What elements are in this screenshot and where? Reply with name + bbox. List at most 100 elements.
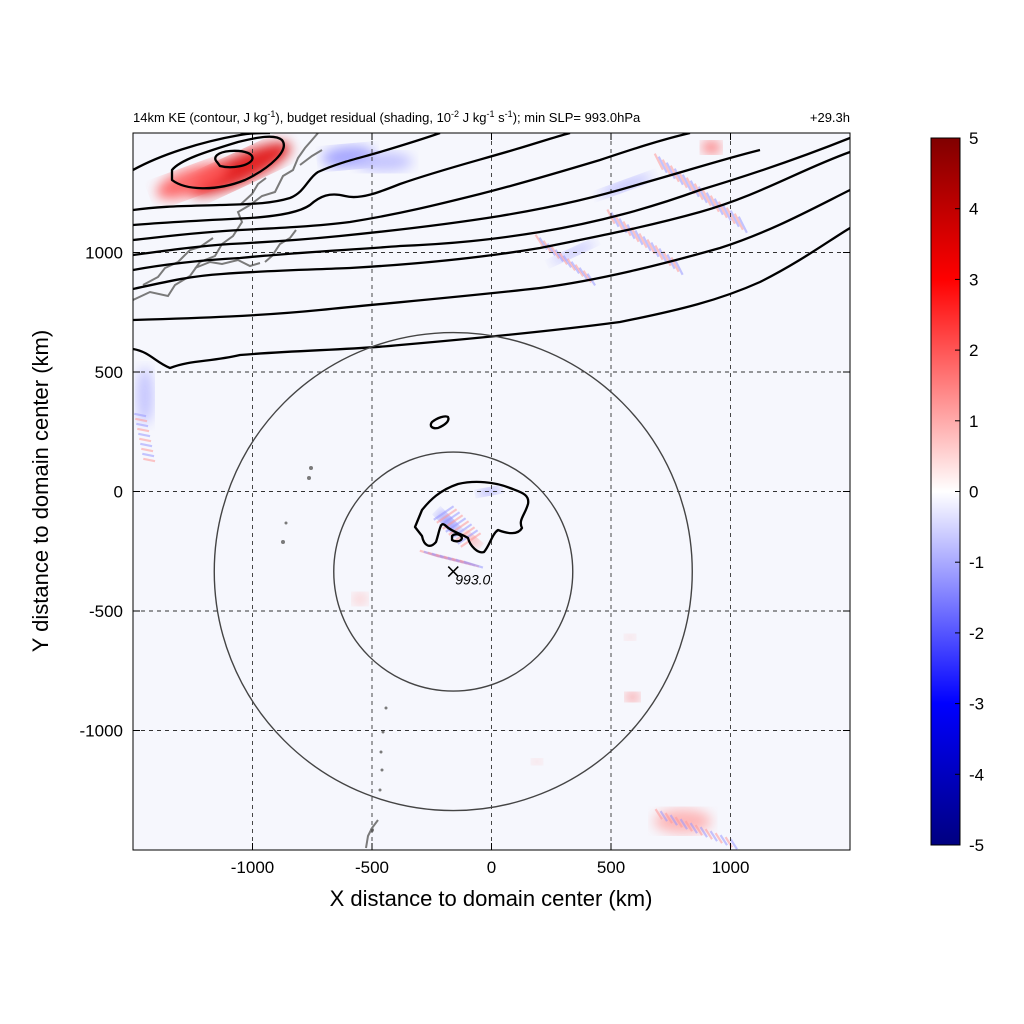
wave-stripe xyxy=(665,162,676,180)
ke-contour xyxy=(429,415,450,430)
island xyxy=(307,476,311,480)
wave-stripes xyxy=(134,153,748,850)
wave-stripe xyxy=(721,204,732,222)
x-axis-ticks: -1000 -500 0 500 1000 xyxy=(231,133,749,877)
wave-stripe xyxy=(650,242,660,258)
y-axis-label: Y distance to domain center (km) xyxy=(28,330,53,652)
wave-stripe xyxy=(634,230,644,246)
ke-contour xyxy=(133,150,850,291)
colorbar-ticks: 5 4 3 2 1 0 -1 -2 -3 -4 -5 xyxy=(955,129,984,855)
ke-contour xyxy=(170,135,285,190)
residual-blob xyxy=(625,692,640,702)
wave-stripe xyxy=(729,210,740,228)
colorbar-tick-label: 0 xyxy=(969,483,978,502)
wave-stripe xyxy=(534,234,545,248)
residual-blob xyxy=(352,593,368,606)
range-ring xyxy=(333,451,574,692)
wave-stripe xyxy=(140,442,153,448)
wave-stripe xyxy=(714,832,723,844)
wave-stripe xyxy=(693,183,704,201)
min-slp-label: 993.0 xyxy=(455,572,490,588)
colorbar-tick-label: -1 xyxy=(969,553,984,572)
wave-stripe xyxy=(674,260,684,276)
coastline-segment xyxy=(194,258,261,269)
plot-time-label: +29.3h xyxy=(810,110,850,125)
wave-stripe xyxy=(642,236,652,252)
island xyxy=(379,750,383,754)
wave-stripe xyxy=(699,826,708,838)
wave-stripe xyxy=(137,427,150,433)
wave-stripe xyxy=(460,532,482,548)
colorbar-tick-label: 4 xyxy=(969,200,978,219)
ke-contour xyxy=(133,227,850,370)
wave-stripe xyxy=(677,171,688,189)
wave-stripe xyxy=(673,168,684,186)
plot-area: 993.0 xyxy=(133,133,850,850)
x-tick-label: 500 xyxy=(597,858,625,877)
y-tick-label: 0 xyxy=(114,483,123,502)
wave-stripe xyxy=(448,520,470,536)
wave-stripe xyxy=(626,224,636,240)
island xyxy=(281,540,285,544)
wave-stripe xyxy=(669,814,678,826)
wave-stripe xyxy=(657,156,668,174)
wave-stripe xyxy=(729,838,738,850)
island xyxy=(378,788,382,792)
wave-stripe xyxy=(661,159,672,177)
wave-stripe xyxy=(550,246,561,260)
wave-stripe xyxy=(638,233,648,249)
ke-contour xyxy=(133,148,761,257)
wave-stripe xyxy=(136,422,149,428)
colorbar-tick-label: -2 xyxy=(969,624,984,643)
wave-stripe xyxy=(681,174,692,192)
wave-stripe xyxy=(622,221,632,237)
wave-stripe xyxy=(719,834,728,846)
wave-stripe xyxy=(674,816,683,828)
island xyxy=(381,730,385,734)
x-tick-label: -500 xyxy=(355,858,389,877)
residual-blob xyxy=(355,152,413,172)
residual-blob xyxy=(624,634,636,641)
wave-stripe xyxy=(433,505,455,521)
island xyxy=(284,521,288,525)
wave-stripe xyxy=(451,523,473,539)
colorbar-tick-label: -4 xyxy=(969,765,984,784)
plot-title: 14km KE (contour, J kg-1), budget residu… xyxy=(133,109,641,125)
wave-stripe xyxy=(142,452,155,458)
wave-stripe xyxy=(566,258,577,272)
wave-stripe xyxy=(679,818,688,830)
y-tick-label: -500 xyxy=(89,602,123,621)
residual-blob xyxy=(531,758,543,765)
ke-contour xyxy=(133,133,691,242)
wave-stripe xyxy=(737,216,748,234)
ke-contour xyxy=(133,188,850,322)
colorbar-tick-label: -5 xyxy=(969,836,984,855)
wave-stripe xyxy=(733,213,744,231)
wave-stripe xyxy=(614,215,624,231)
island xyxy=(384,706,388,710)
coastline-segment xyxy=(264,229,297,263)
wave-stripe xyxy=(562,255,573,269)
ke-contour xyxy=(214,149,254,169)
residual-shading xyxy=(136,141,721,834)
residual-blob xyxy=(701,141,721,154)
wave-stripe xyxy=(694,824,703,836)
wave-stripe xyxy=(717,201,728,219)
ke-contour xyxy=(133,133,571,227)
wave-stripe xyxy=(689,822,698,834)
residual-blob xyxy=(477,487,501,496)
colorbar-tick-label: -3 xyxy=(969,695,984,714)
x-tick-label: -1000 xyxy=(231,858,274,877)
wave-stripe xyxy=(135,417,148,423)
storm-center-marker: 993.0 xyxy=(447,566,491,588)
residual-blob xyxy=(136,367,154,425)
wave-stripe xyxy=(454,526,476,542)
wave-stripe xyxy=(658,248,668,264)
wave-stripe xyxy=(578,267,589,281)
ke-contour xyxy=(450,533,464,543)
wave-stripe xyxy=(138,432,151,438)
coastline-segment xyxy=(365,819,379,849)
y-tick-label: 1000 xyxy=(85,244,123,263)
island xyxy=(309,466,313,470)
